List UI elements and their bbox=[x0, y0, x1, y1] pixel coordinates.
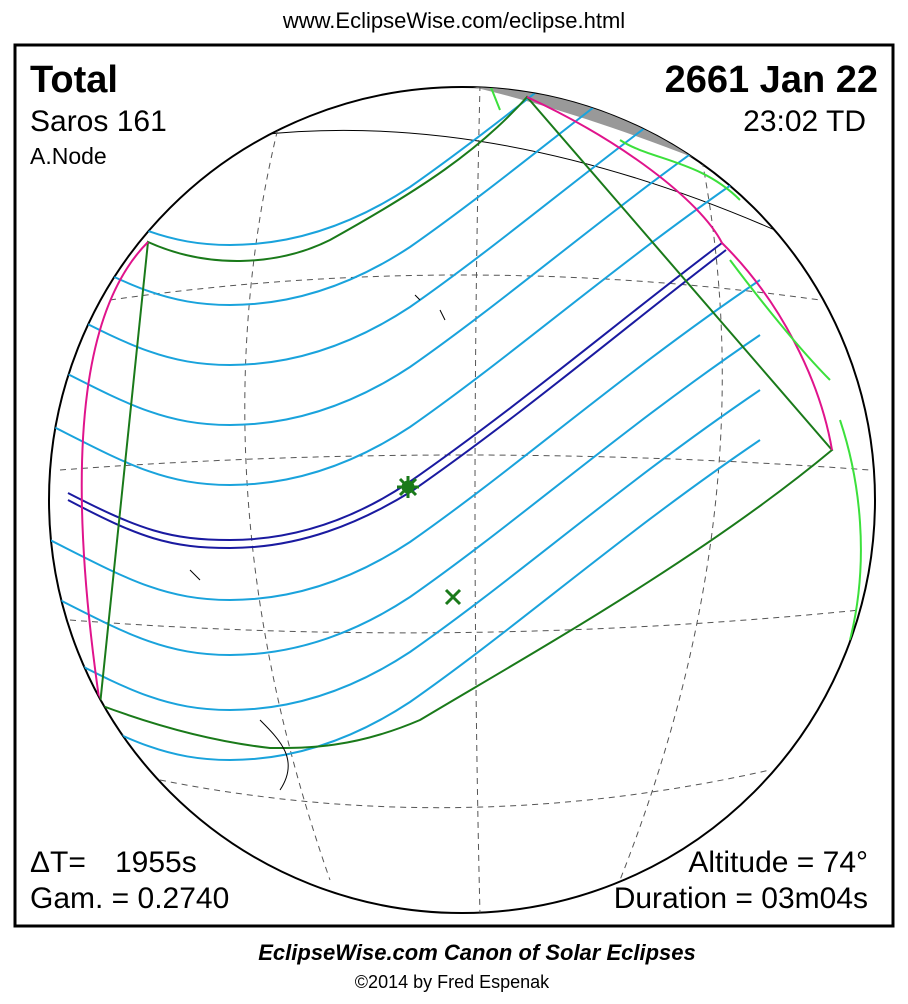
node: A.Node bbox=[30, 143, 107, 169]
date: 2661 Jan 22 bbox=[665, 59, 878, 101]
credit: ©2014 by Fred Espenak bbox=[355, 972, 550, 992]
url: www.EclipseWise.com/eclipse.html bbox=[282, 8, 625, 33]
eclipse-type: Total bbox=[30, 59, 118, 101]
delta-t-label: ΔT= bbox=[30, 846, 86, 879]
delta-t-value: 1955s bbox=[115, 846, 197, 879]
footer-title: EclipseWise.com Canon of Solar Eclipses bbox=[258, 940, 696, 965]
duration: Duration = 03m04s bbox=[614, 882, 868, 915]
saros: Saros 161 bbox=[30, 105, 167, 138]
frame bbox=[13, 43, 895, 928]
gamma: Gam. = 0.2740 bbox=[30, 882, 229, 915]
altitude: Altitude = 74° bbox=[688, 846, 868, 879]
time: 23:02 TD bbox=[743, 105, 866, 138]
